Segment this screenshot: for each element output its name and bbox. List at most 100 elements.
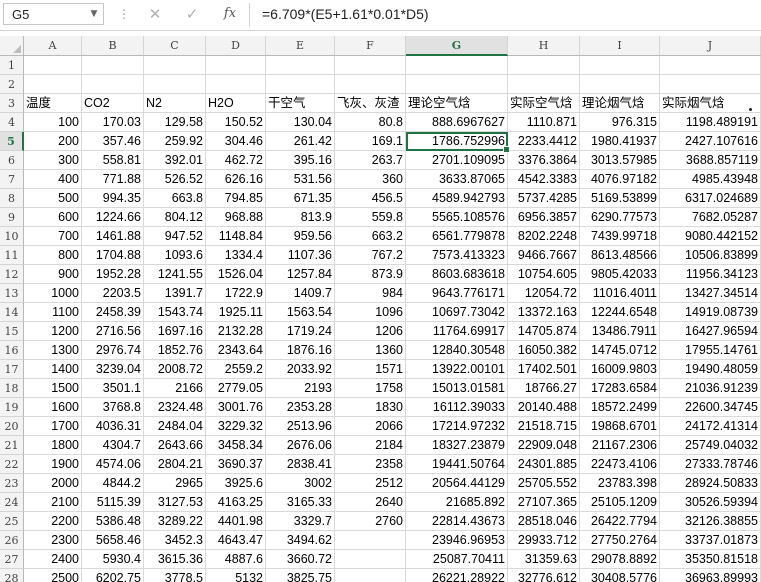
cell-i27[interactable]: 29078.8892 xyxy=(580,550,660,569)
cell-d20[interactable]: 3229.32 xyxy=(206,417,266,436)
cell-d10[interactable]: 1148.84 xyxy=(206,227,266,246)
row-header-24[interactable]: 24 xyxy=(0,493,24,512)
cell-b18[interactable]: 3501.1 xyxy=(82,379,144,398)
cell-h5[interactable]: 2233.4412 xyxy=(508,132,580,151)
cell-a10[interactable]: 700 xyxy=(24,227,82,246)
cell-a6[interactable]: 300 xyxy=(24,151,82,170)
cell-j5[interactable]: 2427.107616 xyxy=(660,132,761,151)
cell-e2[interactable] xyxy=(266,75,335,94)
row-header-7[interactable]: 7 xyxy=(0,170,24,189)
cell-f13[interactable]: 984 xyxy=(335,284,406,303)
cell-a24[interactable]: 2100 xyxy=(24,493,82,512)
cell-d9[interactable]: 968.88 xyxy=(206,208,266,227)
row-header-13[interactable]: 13 xyxy=(0,284,24,303)
cell-a25[interactable]: 2200 xyxy=(24,512,82,531)
cell-d1[interactable] xyxy=(206,56,266,75)
cell-h17[interactable]: 17402.501 xyxy=(508,360,580,379)
row-header-21[interactable]: 21 xyxy=(0,436,24,455)
cell-d6[interactable]: 462.72 xyxy=(206,151,266,170)
cell-i1[interactable] xyxy=(580,56,660,75)
cell-b11[interactable]: 1704.88 xyxy=(82,246,144,265)
cell-g5[interactable]: 1786.752996 xyxy=(406,132,510,153)
cell-c11[interactable]: 1093.6 xyxy=(144,246,206,265)
cell-j2[interactable] xyxy=(660,75,761,94)
row-header-4[interactable]: 4 xyxy=(0,113,24,132)
cell-d24[interactable]: 4163.25 xyxy=(206,493,266,512)
cell-c24[interactable]: 3127.53 xyxy=(144,493,206,512)
row-header-2[interactable]: 2 xyxy=(0,75,24,94)
cell-h9[interactable]: 6956.3857 xyxy=(508,208,580,227)
cell-a8[interactable]: 500 xyxy=(24,189,82,208)
cell-i28[interactable]: 30408.5776 xyxy=(580,569,660,582)
cell-i13[interactable]: 11016.4011 xyxy=(580,284,660,303)
insert-function-icon[interactable]: fx xyxy=(223,6,237,21)
cell-b3[interactable]: CO2 xyxy=(82,94,144,113)
cell-c14[interactable]: 1543.74 xyxy=(144,303,206,322)
cell-a15[interactable]: 1200 xyxy=(24,322,82,341)
cell-a28[interactable]: 2500 xyxy=(24,569,82,582)
cell-h2[interactable] xyxy=(508,75,580,94)
cell-b1[interactable] xyxy=(82,56,144,75)
cell-f1[interactable] xyxy=(335,56,406,75)
cell-c18[interactable]: 2166 xyxy=(144,379,206,398)
row-header-19[interactable]: 19 xyxy=(0,398,24,417)
cell-a5[interactable]: 200 xyxy=(24,132,82,151)
cell-c21[interactable]: 2643.66 xyxy=(144,436,206,455)
cell-c1[interactable] xyxy=(144,56,206,75)
cell-d5[interactable]: 304.46 xyxy=(206,132,266,151)
cell-g23[interactable]: 20564.44129 xyxy=(406,474,508,493)
cell-b9[interactable]: 1224.66 xyxy=(82,208,144,227)
cell-h14[interactable]: 13372.163 xyxy=(508,303,580,322)
cell-f18[interactable]: 1758 xyxy=(335,379,406,398)
cell-i26[interactable]: 27750.2764 xyxy=(580,531,660,550)
cell-j13[interactable]: 13427.34514 xyxy=(660,284,761,303)
cell-g10[interactable]: 6561.779878 xyxy=(406,227,508,246)
cell-e27[interactable]: 3660.72 xyxy=(266,550,335,569)
cell-i12[interactable]: 9805.42033 xyxy=(580,265,660,284)
cell-c2[interactable] xyxy=(144,75,206,94)
cell-d15[interactable]: 2132.28 xyxy=(206,322,266,341)
cell-e15[interactable]: 1719.24 xyxy=(266,322,335,341)
cell-d21[interactable]: 3458.34 xyxy=(206,436,266,455)
cell-c6[interactable]: 392.01 xyxy=(144,151,206,170)
cell-j27[interactable]: 35350.81518 xyxy=(660,550,761,569)
cell-g12[interactable]: 8603.683618 xyxy=(406,265,508,284)
cell-a21[interactable]: 1800 xyxy=(24,436,82,455)
cell-i18[interactable]: 17283.6584 xyxy=(580,379,660,398)
cell-g6[interactable]: 2701.109095 xyxy=(406,151,508,170)
cell-g28[interactable]: 26221.28922 xyxy=(406,569,508,582)
cell-e16[interactable]: 1876.16 xyxy=(266,341,335,360)
cell-b24[interactable]: 5115.39 xyxy=(82,493,144,512)
cell-h23[interactable]: 25705.552 xyxy=(508,474,580,493)
column-header-b[interactable]: B xyxy=(82,36,144,56)
cell-c22[interactable]: 2804.21 xyxy=(144,455,206,474)
cell-j23[interactable]: 28924.50833 xyxy=(660,474,761,493)
column-header-f[interactable]: F xyxy=(335,36,406,56)
cell-d25[interactable]: 4401.98 xyxy=(206,512,266,531)
cell-f9[interactable]: 559.8 xyxy=(335,208,406,227)
cell-b20[interactable]: 4036.31 xyxy=(82,417,144,436)
cell-f28[interactable] xyxy=(335,569,406,582)
cell-i3[interactable]: 理论烟气焓 xyxy=(580,94,660,113)
cell-f22[interactable]: 2358 xyxy=(335,455,406,474)
cell-a2[interactable] xyxy=(24,75,82,94)
cell-a13[interactable]: 1000 xyxy=(24,284,82,303)
cell-c5[interactable]: 259.92 xyxy=(144,132,206,151)
cell-i9[interactable]: 6290.77573 xyxy=(580,208,660,227)
formula-input[interactable]: =6.709*(E5+1.61*0.01*D5) xyxy=(262,6,429,22)
cell-i11[interactable]: 8613.48566 xyxy=(580,246,660,265)
select-all-corner[interactable] xyxy=(0,36,24,56)
cell-j17[interactable]: 19490.48059 xyxy=(660,360,761,379)
cell-h22[interactable]: 24301.885 xyxy=(508,455,580,474)
cell-g19[interactable]: 16112.39033 xyxy=(406,398,508,417)
cell-c10[interactable]: 947.52 xyxy=(144,227,206,246)
cell-h20[interactable]: 21518.715 xyxy=(508,417,580,436)
cell-f24[interactable]: 2640 xyxy=(335,493,406,512)
cell-f7[interactable]: 360 xyxy=(335,170,406,189)
cell-e9[interactable]: 813.9 xyxy=(266,208,335,227)
cell-b28[interactable]: 6202.75 xyxy=(82,569,144,582)
cell-a3[interactable]: 温度 xyxy=(24,94,82,113)
cell-a11[interactable]: 800 xyxy=(24,246,82,265)
cell-i10[interactable]: 7439.99718 xyxy=(580,227,660,246)
cell-c4[interactable]: 129.58 xyxy=(144,113,206,132)
